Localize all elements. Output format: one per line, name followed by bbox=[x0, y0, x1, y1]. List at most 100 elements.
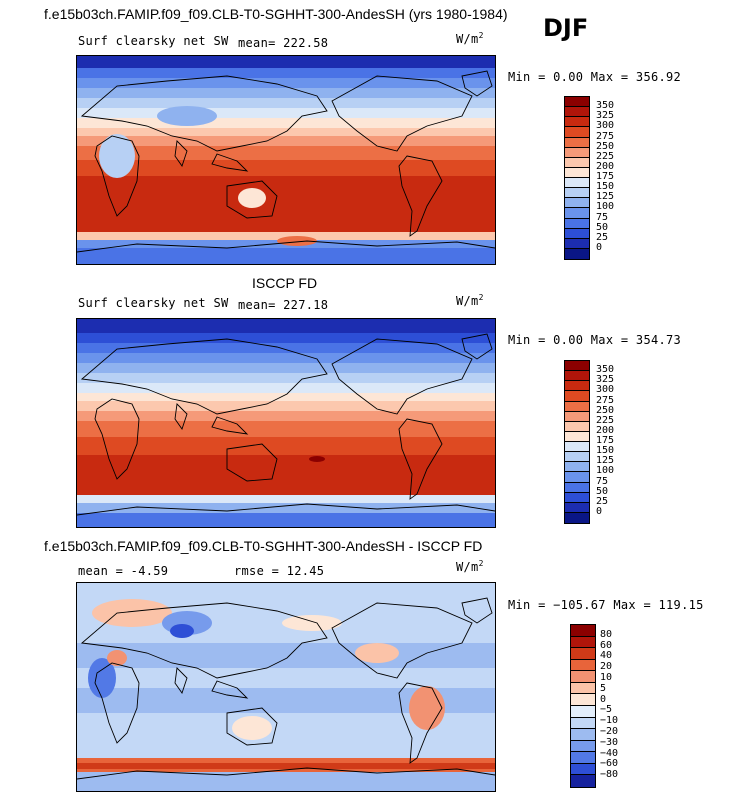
colorbar-swatch bbox=[565, 492, 589, 503]
colorbar-swatch bbox=[565, 391, 589, 402]
colorbar-tick-label: 0 bbox=[596, 241, 603, 253]
panel2-colorbar bbox=[564, 360, 590, 524]
colorbar-swatch bbox=[571, 752, 595, 764]
colorbar-tick-label: 275 bbox=[596, 130, 615, 142]
colorbar-swatch bbox=[571, 659, 595, 672]
colorbar-swatch bbox=[565, 178, 589, 189]
panel2-map bbox=[76, 318, 496, 528]
colorbar-swatch bbox=[565, 117, 589, 128]
colorbar-tick-label: 0 bbox=[600, 693, 607, 705]
panel1-variable: Surf clearsky net SW bbox=[78, 34, 229, 48]
colorbar-tick-label: 10 bbox=[600, 672, 613, 683]
colorbar-tick-label: −60 bbox=[600, 758, 619, 770]
colorbar-tick-label: 325 bbox=[596, 374, 615, 386]
colorbar-tick-label: 225 bbox=[596, 414, 615, 426]
colorbar-tick-label: 175 bbox=[596, 435, 615, 446]
colorbar-swatch bbox=[565, 137, 589, 148]
colorbar-tick-label: 100 bbox=[596, 201, 615, 213]
season-label: DJF bbox=[543, 14, 589, 42]
colorbar-tick-label: 150 bbox=[596, 445, 615, 457]
colorbar-tick-label: 80 bbox=[600, 628, 613, 640]
panel2-minmax: Min = 0.00 Max = 354.73 bbox=[508, 333, 682, 347]
colorbar-tick-label: 350 bbox=[596, 364, 615, 376]
colorbar-swatch bbox=[571, 729, 595, 741]
colorbar-tick-label: 125 bbox=[596, 191, 615, 203]
colorbar-tick-label: −80 bbox=[600, 769, 619, 781]
colorbar-swatch bbox=[565, 157, 589, 168]
main-title: f.e15b03ch.FAMIP.f09_f09.CLB-T0-SGHHT-30… bbox=[44, 6, 508, 22]
panel2-units: W/m2 bbox=[456, 293, 484, 309]
colorbar-swatch bbox=[565, 97, 589, 108]
colorbar-tick-label: −40 bbox=[600, 747, 619, 759]
colorbar-tick-label: 40 bbox=[600, 650, 613, 662]
colorbar-tick-label: 60 bbox=[600, 639, 613, 651]
panel2-section-title: ISCCP FD bbox=[252, 275, 318, 291]
colorbar-tick-label: 5 bbox=[600, 682, 607, 694]
colorbar-tick-label: 150 bbox=[596, 181, 615, 193]
colorbar-swatch bbox=[565, 502, 589, 513]
panel1-colorbar bbox=[564, 96, 590, 260]
colorbar-tick-label: 325 bbox=[596, 110, 615, 122]
colorbar-swatch bbox=[571, 763, 595, 776]
colorbar-tick-label: 75 bbox=[596, 211, 609, 223]
panel1-units: W/m2 bbox=[456, 31, 484, 47]
colorbar-swatch bbox=[571, 636, 595, 649]
colorbar-tick-label: 50 bbox=[596, 221, 609, 233]
colorbar-swatch bbox=[571, 717, 595, 730]
colorbar-tick-label: 100 bbox=[596, 465, 615, 477]
colorbar-swatch bbox=[571, 648, 595, 660]
colorbar-tick-label: 25 bbox=[596, 495, 609, 507]
colorbar-swatch bbox=[565, 411, 589, 422]
colorbar-tick-label: −10 bbox=[600, 715, 619, 727]
colorbar-swatch bbox=[565, 512, 589, 523]
colorbar-tick-label: 200 bbox=[596, 424, 615, 436]
colorbar-swatch bbox=[565, 472, 589, 483]
colorbar-swatch bbox=[571, 740, 595, 753]
colorbar-tick-label: 275 bbox=[596, 394, 615, 406]
colorbar-swatch bbox=[565, 482, 589, 493]
panel1-mean: mean= 222.58 bbox=[238, 36, 329, 50]
panel2-variable: Surf clearsky net SW bbox=[78, 296, 229, 310]
colorbar-tick-label: −20 bbox=[600, 726, 619, 737]
colorbar-swatch bbox=[565, 401, 589, 412]
colorbar-swatch bbox=[571, 694, 595, 706]
colorbar-swatch bbox=[565, 361, 589, 372]
colorbar-swatch bbox=[565, 248, 589, 259]
colorbar-swatch bbox=[565, 462, 589, 473]
colorbar-tick-label: 20 bbox=[600, 661, 613, 673]
colorbar-tick-label: 25 bbox=[596, 231, 609, 243]
colorbar-tick-label: 200 bbox=[596, 160, 615, 172]
panel1-map bbox=[76, 55, 496, 265]
colorbar-swatch bbox=[565, 452, 589, 463]
colorbar-tick-label: 175 bbox=[596, 171, 615, 182]
colorbar-tick-label: −30 bbox=[600, 736, 619, 748]
colorbar-swatch bbox=[565, 238, 589, 249]
colorbar-tick-label: 225 bbox=[596, 150, 615, 162]
colorbar-tick-label: 75 bbox=[596, 475, 609, 487]
colorbar-swatch bbox=[565, 442, 589, 453]
colorbar-swatch bbox=[571, 671, 595, 683]
colorbar-swatch bbox=[565, 127, 589, 138]
colorbar-tick-label: 0 bbox=[596, 505, 603, 517]
panel3-rmse: rmse = 12.45 bbox=[234, 564, 325, 578]
panel3-units: W/m2 bbox=[456, 559, 484, 575]
colorbar-swatch bbox=[565, 218, 589, 229]
colorbar-swatch bbox=[565, 147, 589, 158]
colorbar-tick-label: 250 bbox=[596, 140, 615, 152]
colorbar-swatch bbox=[565, 228, 589, 239]
colorbar-swatch bbox=[565, 381, 589, 392]
colorbar-swatch bbox=[565, 167, 589, 178]
colorbar-swatch bbox=[565, 431, 589, 442]
colorbar-swatch bbox=[571, 705, 595, 718]
panel3-map bbox=[76, 582, 496, 792]
colorbar-tick-label: 300 bbox=[596, 384, 615, 396]
colorbar-swatch bbox=[571, 625, 595, 637]
colorbar-swatch bbox=[565, 188, 589, 199]
colorbar-swatch bbox=[571, 682, 595, 695]
panel3-minmax: Min = −105.67 Max = 119.15 bbox=[508, 598, 704, 612]
colorbar-tick-label: 50 bbox=[596, 485, 609, 497]
colorbar-tick-label: 300 bbox=[596, 120, 615, 132]
panel3-mean: mean = -4.59 bbox=[78, 564, 169, 578]
colorbar-tick-label: 250 bbox=[596, 404, 615, 416]
panel3-colorbar bbox=[570, 624, 596, 788]
